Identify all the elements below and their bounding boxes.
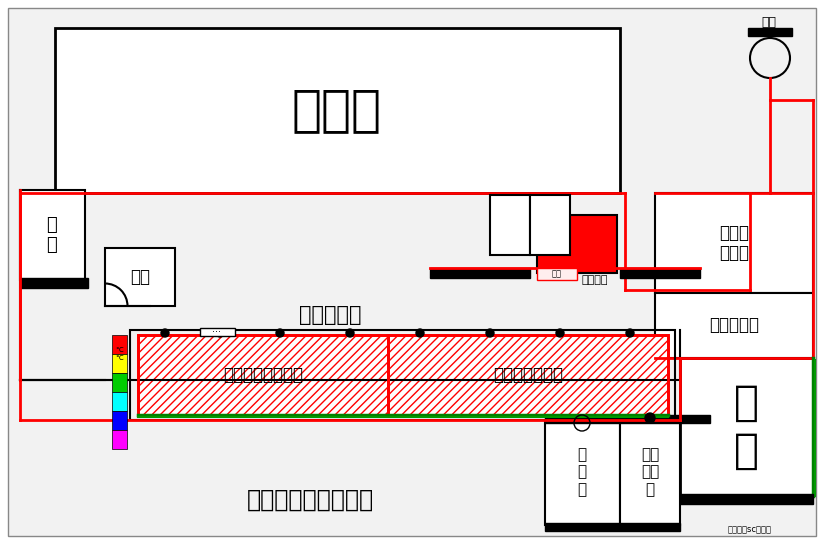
Bar (537, 215, 617, 273)
Text: 厕
所: 厕 所 (47, 215, 58, 255)
Bar (200, 328, 235, 336)
Bar (537, 268, 577, 280)
Bar (680, 358, 813, 496)
Circle shape (276, 329, 284, 337)
Bar (545, 523, 680, 531)
Bar (655, 293, 813, 358)
Bar (112, 354, 127, 373)
Text: 门卫: 门卫 (130, 268, 150, 286)
Text: 总电: 总电 (761, 15, 776, 28)
Bar (620, 415, 680, 423)
Bar (545, 415, 620, 423)
Text: 办公室（办公室）: 办公室（办公室） (223, 366, 303, 384)
Bar (112, 373, 127, 392)
Text: 安全通道: 安全通道 (582, 275, 608, 285)
Circle shape (216, 329, 224, 337)
Text: 施工砼路面: 施工砼路面 (299, 305, 361, 325)
Bar (112, 411, 127, 430)
Bar (388, 335, 668, 415)
Circle shape (645, 413, 655, 423)
Bar (112, 392, 127, 411)
Bar (430, 268, 530, 278)
Bar (620, 268, 700, 278)
Text: 木工棚
加工区: 木工棚 加工区 (719, 224, 749, 262)
Bar (655, 193, 813, 293)
Text: 施工现场平面布置图: 施工现场平面布置图 (246, 488, 373, 512)
Text: 工程水电sc管预埋: 工程水电sc管预埋 (728, 526, 772, 535)
Bar (138, 335, 388, 415)
Text: 材料码放区: 材料码放区 (709, 316, 759, 334)
Circle shape (161, 329, 169, 337)
Bar (680, 494, 813, 504)
Text: 洗
澡
间: 洗 澡 间 (578, 447, 587, 497)
Bar (105, 248, 175, 306)
Text: 生活区（宿舍）: 生活区（宿舍） (493, 366, 563, 384)
Bar (388, 335, 668, 415)
Text: 应急: 应急 (552, 269, 562, 279)
Text: 食
堂: 食 堂 (733, 382, 759, 472)
Circle shape (556, 329, 564, 337)
Bar (748, 28, 792, 36)
Circle shape (416, 329, 424, 337)
Text: 建筑物: 建筑物 (292, 86, 382, 134)
Text: ℃
℃: ℃ ℃ (115, 348, 123, 361)
Bar (20, 278, 88, 288)
Text: 餐厅
吸烟
室: 餐厅 吸烟 室 (641, 447, 659, 497)
Bar (490, 195, 530, 255)
Bar (138, 335, 388, 415)
Circle shape (486, 329, 494, 337)
Circle shape (626, 329, 634, 337)
Bar (20, 190, 85, 280)
Bar (680, 415, 710, 423)
Bar (112, 335, 127, 354)
Bar (55, 28, 620, 193)
Bar (545, 420, 620, 525)
Bar (530, 195, 570, 255)
Text: ···: ··· (213, 327, 222, 337)
Bar (112, 430, 127, 449)
Bar (620, 420, 680, 525)
Circle shape (346, 329, 354, 337)
Bar (130, 330, 675, 420)
